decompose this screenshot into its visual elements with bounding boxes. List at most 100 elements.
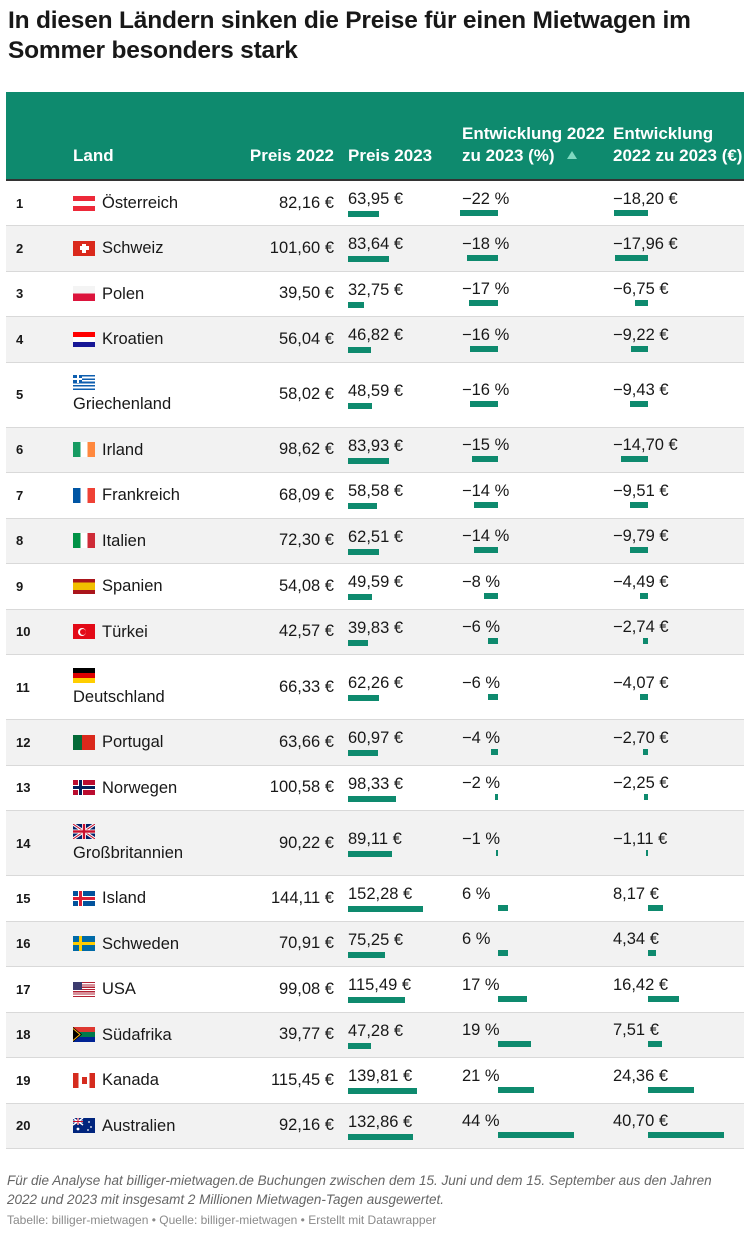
country-cell: Südafrika (67, 1012, 227, 1058)
country-name: Türkei (102, 622, 148, 641)
price-2022-cell: 56,04 € (278, 329, 334, 348)
ie-flag-icon (73, 442, 95, 458)
header-entwicklung-prozent[interactable]: Entwicklung 2022 zu 2023 (%) (456, 92, 607, 180)
country-cell: Polen (67, 271, 227, 317)
price-2023-bar (348, 851, 392, 857)
change-euro-cell: 7,51 € (607, 1012, 744, 1058)
ca-flag-icon (73, 1072, 95, 1088)
price-2023-value: 89,11 € (348, 830, 402, 848)
rank-cell: 14 (16, 835, 31, 851)
change-euro-cell: −2,74 € (607, 609, 744, 655)
it-flag-icon (73, 533, 95, 549)
change-percent-bar (460, 209, 498, 216)
change-euro-bar (648, 1041, 662, 1048)
hr-flag-icon (73, 331, 95, 347)
country-name: Australien (102, 1116, 176, 1135)
country-cell: Portugal (67, 720, 227, 766)
rank-cell: 16 (16, 936, 31, 952)
country-name: Schweiz (102, 239, 164, 258)
price-2023-value: 58,58 € (348, 482, 404, 501)
price-2023-value: 47,28 € (348, 1021, 404, 1040)
table-row: 9 Spanien 54,08 € 49,59 € −8 % −4,49 € (6, 564, 744, 610)
table-row: 1 Österreich 82,16 € 63,95 € −22 % −18,20 € (6, 180, 744, 226)
change-percent-value: 44 % (462, 1112, 500, 1131)
change-percent-value: −22 % (462, 189, 510, 208)
rank-cell: 15 (16, 890, 31, 906)
country-name: Griechenland (73, 395, 172, 413)
change-euro-bar (648, 1086, 694, 1093)
change-euro-value: −9,79 € (613, 527, 669, 546)
country-cell: Island (67, 876, 227, 922)
change-euro-bar (629, 547, 648, 554)
us-flag-icon (73, 981, 95, 997)
change-percent-bar (472, 456, 498, 463)
change-euro-cell: −4,49 € (607, 564, 744, 610)
change-percent-cell: −2 % (456, 765, 607, 811)
price-2022-cell: 101,60 € (269, 238, 334, 257)
change-euro-cell: −9,79 € (607, 518, 744, 564)
change-euro-cell: −6,75 € (607, 271, 744, 317)
price-2023-value: 98,33 € (348, 774, 404, 793)
change-percent-value: −6 % (462, 673, 501, 692)
change-euro-cell: −9,43 € (607, 362, 744, 427)
price-2023-bar (348, 211, 379, 217)
source-footer: Tabelle: billiger-mietwagen • Quelle: bi… (7, 1213, 437, 1227)
rank-cell: 10 (16, 624, 31, 640)
tr-flag-icon (73, 624, 95, 640)
za-flag-icon (73, 1027, 95, 1043)
fr-flag-icon (73, 487, 95, 503)
table-row: 4 Kroatien 56,04 € 46,82 € −16 % −9,22 € (6, 316, 744, 362)
price-2023-cell: 115,49 € (342, 967, 456, 1013)
change-euro-bar (620, 456, 648, 463)
change-euro-bar (645, 849, 648, 856)
price-2023-cell: 152,28 € (342, 876, 456, 922)
header-entwicklung-euro[interactable]: Entwicklung 2022 zu 2023 (€) (607, 92, 744, 180)
se-flag-icon (73, 936, 95, 952)
header-preis-2022[interactable]: Preis 2022 (227, 92, 342, 180)
price-2022-cell: 98,62 € (278, 440, 334, 459)
price-2022-cell: 68,09 € (278, 485, 334, 504)
table-row: 7 Frankreich 68,09 € 58,58 € −14 % −9,51 € (6, 473, 744, 519)
es-flag-icon (73, 578, 95, 594)
at-flag-icon (73, 195, 95, 211)
country-cell: Großbritannien (67, 811, 227, 876)
table-row: 20 Australien 92,16 € 132,86 € 44 % 40,70 € (6, 1103, 744, 1149)
change-percent-bar (470, 345, 498, 352)
price-2023-cell: 139,81 € (342, 1058, 456, 1104)
header-preis-2023[interactable]: Preis 2023 (342, 92, 456, 180)
price-2023-cell: 39,83 € (342, 609, 456, 655)
price-2023-bar (348, 695, 379, 701)
table-row: 13 Norwegen 100,58 € 98,33 € −2 % −2,25 € (6, 765, 744, 811)
rank-cell: 4 (16, 331, 24, 347)
price-2023-bar (348, 301, 364, 308)
change-euro-bar (614, 209, 648, 216)
price-2023-value: 48,59 € (348, 381, 404, 400)
change-percent-value: 19 % (462, 1021, 500, 1040)
price-2022-cell: 54,08 € (278, 576, 334, 595)
price-2023-cell: 32,75 € (342, 271, 456, 317)
change-euro-bar (643, 794, 648, 801)
change-euro-bar (639, 592, 648, 599)
price-2023-cell: 58,58 € (342, 473, 456, 519)
price-2022-cell: 58,02 € (278, 385, 334, 403)
au-flag-icon (73, 1118, 95, 1134)
rank-cell: 8 (16, 533, 24, 549)
table-row: 6 Irland 98,62 € 83,93 € −15 % −14,70 € (6, 427, 744, 473)
methodology-note: Für die Analyse hat billiger-mietwagen.d… (7, 1173, 712, 1207)
data-table: Land Preis 2022 Preis 2023 Entwicklung 2… (6, 92, 744, 1149)
change-percent-cell: 21 % (456, 1058, 607, 1104)
change-percent-bar (468, 300, 498, 307)
header-land[interactable]: Land (73, 146, 114, 165)
change-percent-bar (484, 592, 498, 599)
country-name: USA (102, 980, 136, 999)
price-2023-cell: 48,59 € (342, 362, 456, 427)
table-row: 11 Deutschland 66,33 € 62,26 € −6 % −4,07 € (6, 655, 744, 720)
change-percent-cell: −14 % (456, 518, 607, 564)
country-cell: Frankreich (67, 473, 227, 519)
change-euro-bar (614, 254, 648, 261)
rank-cell: 6 (16, 442, 24, 458)
price-2023-value: 62,51 € (348, 527, 404, 546)
change-euro-cell: 8,17 € (607, 876, 744, 922)
table-row: 8 Italien 72,30 € 62,51 € −14 % −9,79 € (6, 518, 744, 564)
table-header: Land Preis 2022 Preis 2023 Entwicklung 2… (6, 92, 744, 180)
